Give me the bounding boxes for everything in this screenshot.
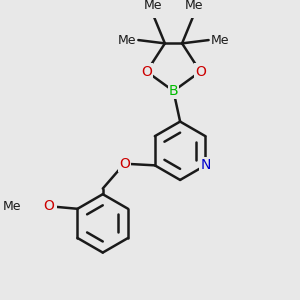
Text: B: B — [169, 84, 178, 98]
Text: N: N — [200, 158, 211, 172]
Text: O: O — [195, 64, 206, 79]
Text: Me: Me — [2, 200, 21, 213]
Text: Me: Me — [118, 34, 137, 46]
Text: Me: Me — [144, 0, 163, 12]
Text: O: O — [119, 157, 130, 171]
Text: O: O — [141, 64, 152, 79]
Text: O: O — [43, 199, 54, 213]
Text: Me: Me — [210, 34, 229, 46]
Text: Me: Me — [184, 0, 203, 12]
